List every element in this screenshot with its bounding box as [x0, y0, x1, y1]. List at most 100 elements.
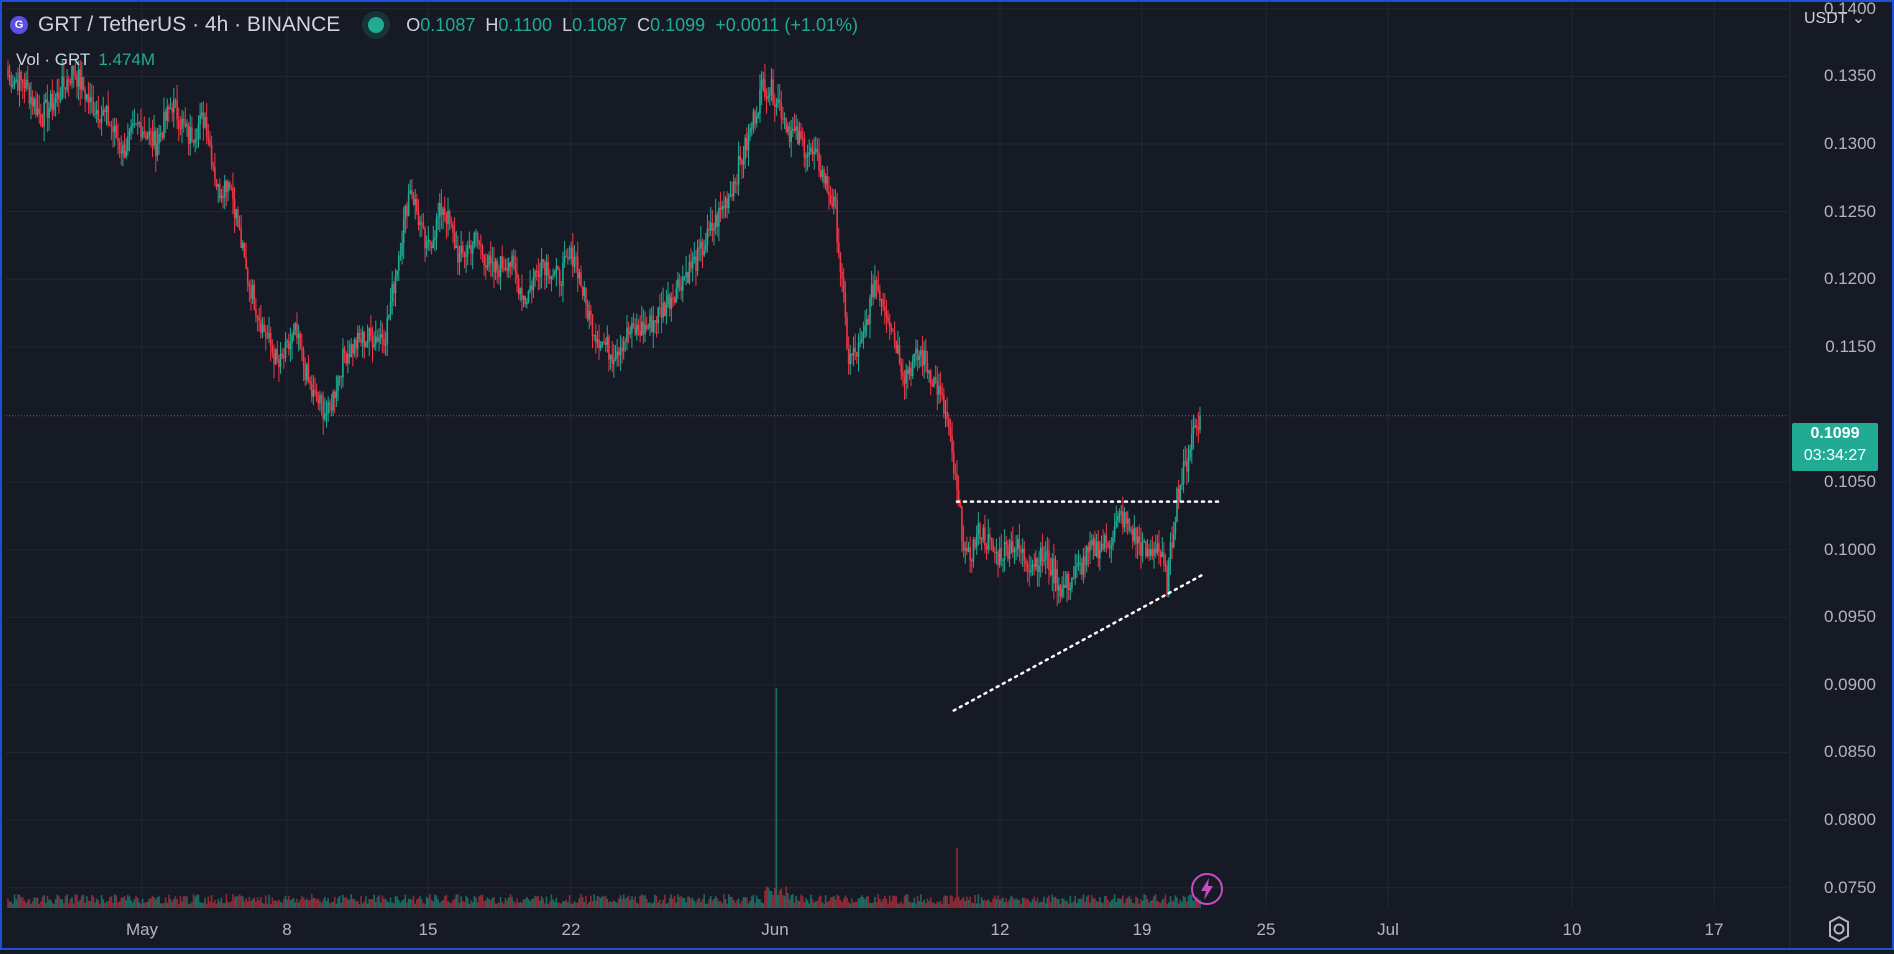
volume-bar	[962, 896, 965, 908]
market-status-icon[interactable]	[368, 17, 385, 33]
volume-bar	[1038, 902, 1040, 908]
candle	[1182, 449, 1185, 493]
candle	[706, 214, 709, 253]
candle	[984, 514, 986, 554]
volume-bar	[833, 895, 835, 908]
candle	[268, 316, 270, 344]
volume-bar	[366, 903, 369, 908]
candle	[87, 81, 90, 114]
volume-bar	[742, 897, 745, 908]
volume-bar	[594, 900, 597, 908]
volume-bar	[232, 894, 234, 908]
volume-bar	[44, 902, 47, 908]
candle	[841, 263, 843, 293]
volume-bar	[859, 897, 861, 908]
volume-bar	[494, 903, 497, 908]
candle	[225, 179, 228, 206]
candle	[158, 124, 160, 155]
volume-bar	[86, 896, 88, 908]
candle	[987, 518, 989, 554]
lightning-icon[interactable]	[1190, 872, 1224, 906]
volume-legend[interactable]: Vol · GRT 1.474M	[16, 50, 155, 70]
candle	[304, 357, 306, 387]
candle	[95, 100, 98, 123]
candle	[622, 336, 625, 360]
candle	[76, 70, 78, 99]
candle	[865, 308, 868, 337]
volume-bar	[1143, 894, 1145, 908]
volume-bar	[1120, 899, 1122, 908]
volume-bar	[255, 901, 257, 908]
candle	[867, 314, 870, 326]
candle	[542, 258, 545, 269]
volume-bar	[908, 901, 911, 908]
volume-bar	[887, 903, 889, 908]
volume-bar	[746, 897, 748, 908]
volume-bar	[1066, 900, 1068, 908]
volume-bar	[969, 896, 971, 908]
volume-bar	[465, 895, 467, 908]
candle	[952, 440, 955, 480]
candle	[632, 312, 635, 329]
candle	[253, 280, 256, 311]
volume-bar	[499, 896, 502, 908]
volume-bar	[378, 895, 380, 908]
volume-bar	[821, 902, 824, 908]
triangle-pattern-drawing[interactable]	[952, 500, 1220, 712]
candle	[291, 332, 293, 360]
candle	[1130, 526, 1132, 535]
volume-bar	[810, 894, 812, 908]
volume-bar	[854, 901, 857, 908]
volume-bar	[17, 894, 19, 908]
volume-bar	[1163, 898, 1165, 908]
candle	[879, 284, 881, 307]
volume-bar	[1151, 899, 1154, 908]
candle	[125, 138, 128, 160]
volume-bar	[299, 899, 302, 908]
symbol-title[interactable]: GRT / TetherUS · 4h · BINANCE	[38, 13, 341, 36]
volume-bar	[926, 898, 929, 908]
time-tick-label: 12	[990, 920, 1010, 939]
candle	[629, 325, 632, 339]
volume-bar	[946, 895, 948, 908]
candle	[888, 313, 891, 340]
gear-icon[interactable]	[1824, 914, 1854, 944]
volume-bar	[1126, 897, 1129, 908]
price-tick-label: 0.1400	[1824, 0, 1876, 18]
volume-bar	[974, 895, 976, 908]
candle	[801, 127, 804, 147]
currency-selector[interactable]: USDT ⌄	[1804, 8, 1865, 28]
candle	[31, 89, 34, 116]
candle	[493, 247, 495, 288]
volume-bar	[557, 902, 559, 908]
candle	[333, 389, 336, 414]
candle	[1038, 551, 1040, 587]
candle	[355, 337, 357, 360]
candle	[1089, 531, 1091, 565]
candle	[1171, 526, 1173, 559]
candle	[961, 505, 963, 553]
candle	[289, 327, 292, 362]
volume-bar	[417, 898, 420, 908]
candle	[857, 333, 860, 372]
price-tick-label: 0.0850	[1824, 742, 1876, 762]
candle	[54, 93, 57, 117]
volume-bar	[805, 898, 807, 908]
candle	[962, 525, 965, 558]
candle	[440, 188, 443, 229]
volume-bar	[537, 896, 540, 908]
volume-bar	[133, 899, 136, 908]
volume-bar	[877, 894, 879, 908]
candle	[890, 323, 893, 335]
candle	[601, 341, 604, 349]
candle	[790, 119, 792, 158]
candle	[1187, 444, 1190, 483]
price-axis[interactable]: 0.0750 0.0800 0.0850 0.0900 0.0950 0.1000 0.10…	[1792, 0, 1892, 948]
candle	[690, 248, 692, 273]
candle	[923, 341, 925, 379]
volume-bar	[1190, 894, 1193, 908]
candle	[1186, 448, 1188, 486]
volume-bar	[952, 901, 955, 908]
volume-bar	[691, 897, 694, 908]
